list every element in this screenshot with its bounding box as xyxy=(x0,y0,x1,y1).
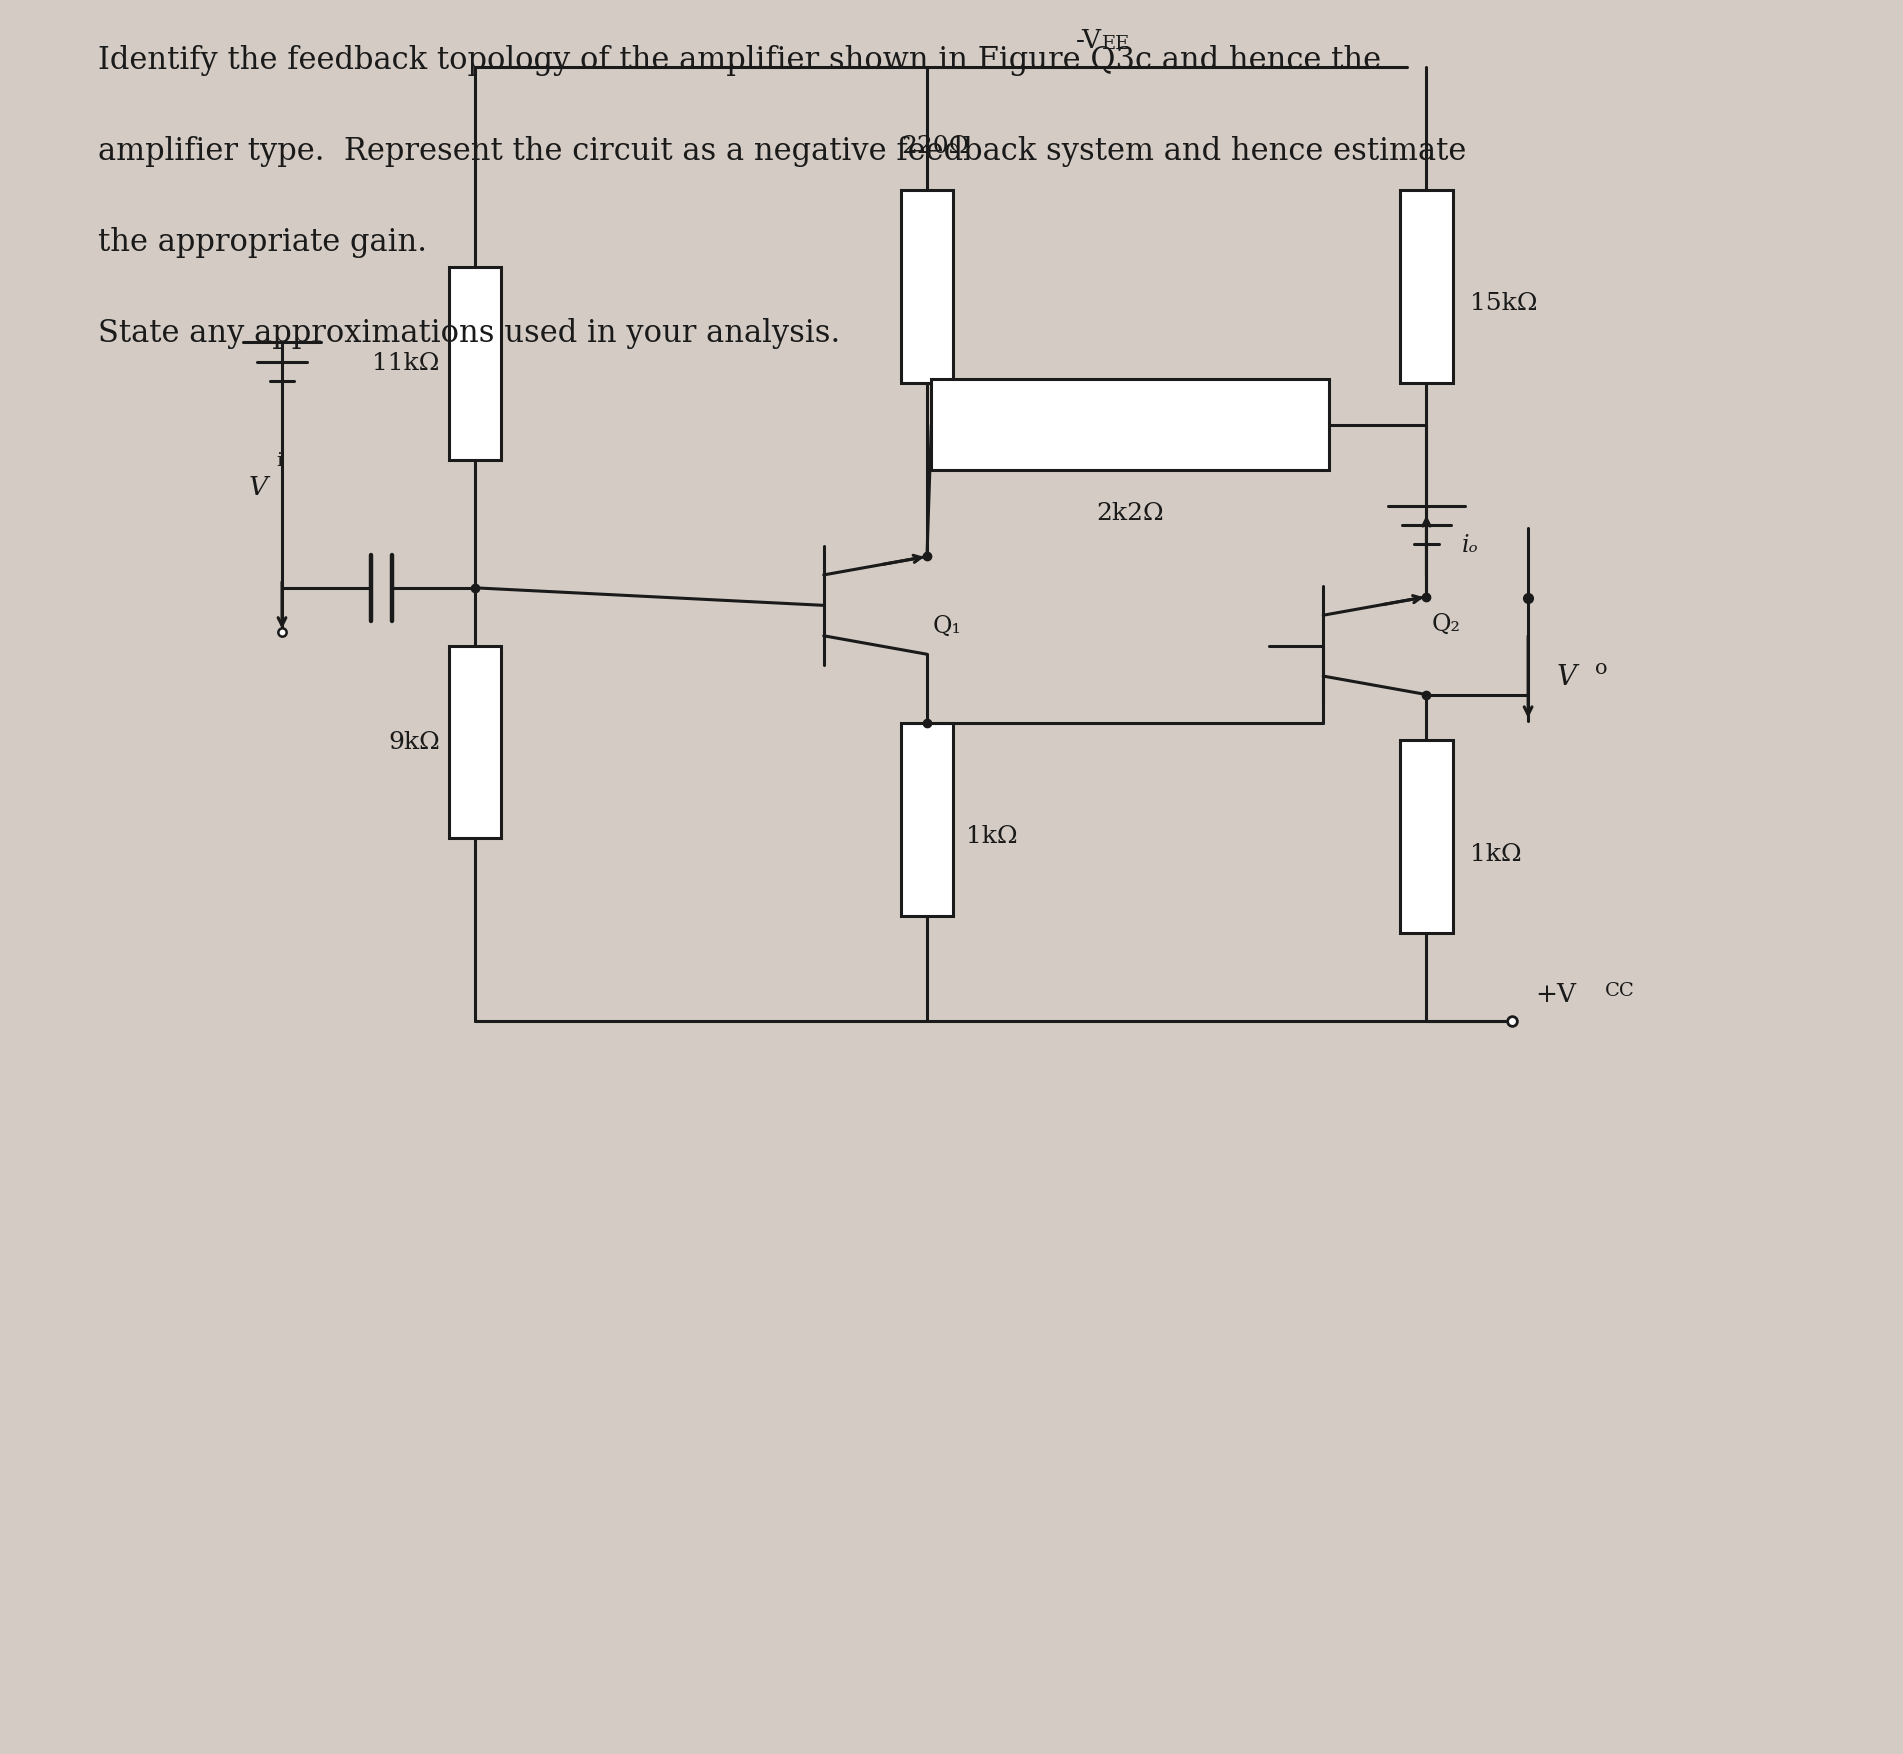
Text: CC: CC xyxy=(1606,982,1635,1000)
FancyBboxPatch shape xyxy=(900,723,953,916)
Text: +V: +V xyxy=(1536,982,1576,1007)
Text: the appropriate gain.: the appropriate gain. xyxy=(97,226,426,258)
Text: State any approximations used in your analysis.: State any approximations used in your an… xyxy=(97,317,841,349)
FancyBboxPatch shape xyxy=(449,645,500,838)
Text: -V: -V xyxy=(1077,28,1102,53)
Text: 1kΩ: 1kΩ xyxy=(1471,842,1522,866)
Text: o: o xyxy=(1595,660,1608,677)
Text: amplifier type.  Represent the circuit as a negative feedback system and hence e: amplifier type. Represent the circuit as… xyxy=(97,135,1467,167)
Text: i: i xyxy=(276,453,284,470)
Text: Identify the feedback topology of the amplifier shown in Figure Q3c and hence th: Identify the feedback topology of the am… xyxy=(97,44,1382,75)
Text: V: V xyxy=(1557,663,1576,691)
FancyBboxPatch shape xyxy=(449,267,500,460)
Text: Q₁: Q₁ xyxy=(932,616,961,638)
FancyBboxPatch shape xyxy=(900,189,953,382)
FancyBboxPatch shape xyxy=(1401,189,1452,382)
Text: 11kΩ: 11kΩ xyxy=(373,353,440,375)
Text: 2k2Ω: 2k2Ω xyxy=(1096,502,1165,524)
FancyBboxPatch shape xyxy=(931,379,1328,470)
Text: 9kΩ: 9kΩ xyxy=(388,731,440,754)
Text: 1kΩ: 1kΩ xyxy=(965,824,1016,849)
Text: iₒ: iₒ xyxy=(1462,535,1479,558)
FancyBboxPatch shape xyxy=(1401,740,1452,933)
Text: 15kΩ: 15kΩ xyxy=(1471,293,1538,316)
Text: EE: EE xyxy=(1102,35,1130,53)
Text: Q₂: Q₂ xyxy=(1431,614,1462,637)
Text: V: V xyxy=(249,475,268,500)
Text: 220Ω: 220Ω xyxy=(902,135,971,158)
